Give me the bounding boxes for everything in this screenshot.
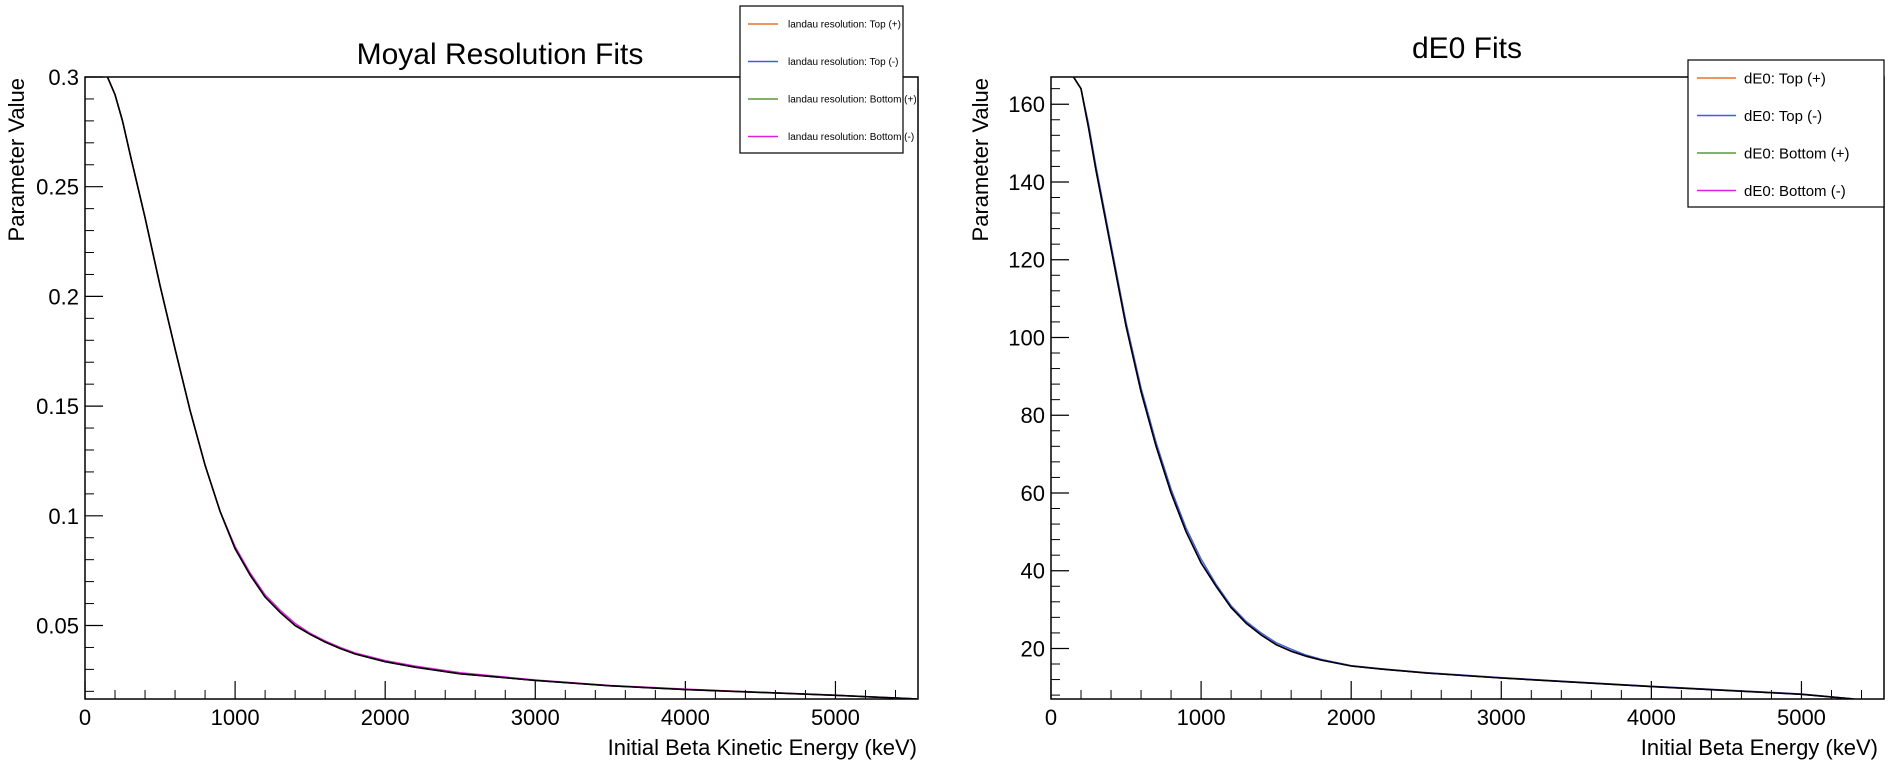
legend-entry-label: dE0: Bottom (-)	[1744, 183, 1846, 200]
x-axis-label: Initial Beta Energy (keV)	[1641, 735, 1878, 760]
legend: landau resolution: Top (+) landau resolut…	[739, 5, 917, 154]
legend-entry-label: dE0: Top (-)	[1744, 108, 1822, 125]
overlay-series-line	[1072, 77, 1855, 699]
x-tick-label: 4000	[661, 705, 710, 730]
x-tick-label: 4000	[1627, 705, 1676, 730]
y-tick-label: 0.15	[36, 394, 79, 419]
moyal-resolution-chart: Moyal Resolution Fits 0 1000 2000 3000 4000 5…	[4, 5, 919, 760]
y-tick-label: 140	[1008, 170, 1045, 195]
y-tick-label: 20	[1021, 636, 1045, 661]
x-tick-label: 5000	[1777, 705, 1826, 730]
y-tick-label: 0.1	[48, 504, 79, 529]
x-tick-label: 2000	[361, 705, 410, 730]
plot-frame	[84, 76, 919, 700]
legend-entry-label: landau resolution: Bottom (-)	[788, 132, 914, 143]
de0-fits-chart: dE0 Fits 0 1000 2000 3000 4000 5000 20 40 60 80 10…	[968, 32, 1885, 760]
x-tick-label: 0	[1045, 705, 1057, 730]
y-tick-label: 0.05	[36, 614, 79, 639]
legend-box	[1687, 59, 1885, 208]
x-tick-label: 2000	[1327, 705, 1376, 730]
plot-frame	[1050, 76, 1885, 700]
y-tick-label: 60	[1021, 481, 1045, 506]
plot-area: 0 1000 2000 3000 4000 5000 20 40 60 80 100 120 140 16…	[1008, 76, 1885, 730]
legend-box	[739, 5, 904, 154]
plot-area: 0 1000 2000 3000 4000 5000 0.05 0.1 0.15 0.2 0.25 0…	[36, 65, 919, 730]
x-axis-label: Initial Beta Kinetic Energy (keV)	[608, 735, 917, 760]
y-tick-label: 40	[1021, 559, 1045, 584]
legend-entry-label: landau resolution: Top (-)	[788, 57, 898, 68]
overlay-series-line	[106, 77, 918, 699]
x-tick-label: 1000	[211, 705, 260, 730]
series-group	[106, 77, 918, 699]
legend: dE0: Top (+) dE0: Top (-) dE0: Bottom (+) d…	[1687, 59, 1885, 208]
x-tick-label: 0	[79, 705, 91, 730]
legend-entry-label: landau resolution: Bottom (+)	[788, 95, 917, 106]
y-tick-label: 0.3	[48, 65, 79, 90]
x-tick-label: 3000	[511, 705, 560, 730]
series-group	[1072, 77, 1855, 699]
x-tick-label: 1000	[1177, 705, 1226, 730]
y-tick-label: 0.2	[48, 284, 79, 309]
x-tick-label: 3000	[1477, 705, 1526, 730]
y-tick-label: 120	[1008, 248, 1045, 273]
y-axis-label: Parameter Value	[4, 78, 29, 241]
legend-entry-label: landau resolution: Top (+)	[788, 20, 901, 31]
legend-entry-label: dE0: Bottom (+)	[1744, 145, 1849, 162]
chart-title: dE0 Fits	[1412, 32, 1522, 65]
y-axis-label: Parameter Value	[968, 78, 993, 241]
y-tick-label: 80	[1021, 403, 1045, 428]
y-tick-label: 100	[1008, 325, 1045, 350]
chart-title: Moyal Resolution Fits	[357, 38, 644, 71]
x-tick-label: 5000	[811, 705, 860, 730]
y-tick-label: 0.25	[36, 175, 79, 200]
y-tick-label: 160	[1008, 92, 1045, 117]
legend-entry-label: dE0: Top (+)	[1744, 70, 1826, 87]
